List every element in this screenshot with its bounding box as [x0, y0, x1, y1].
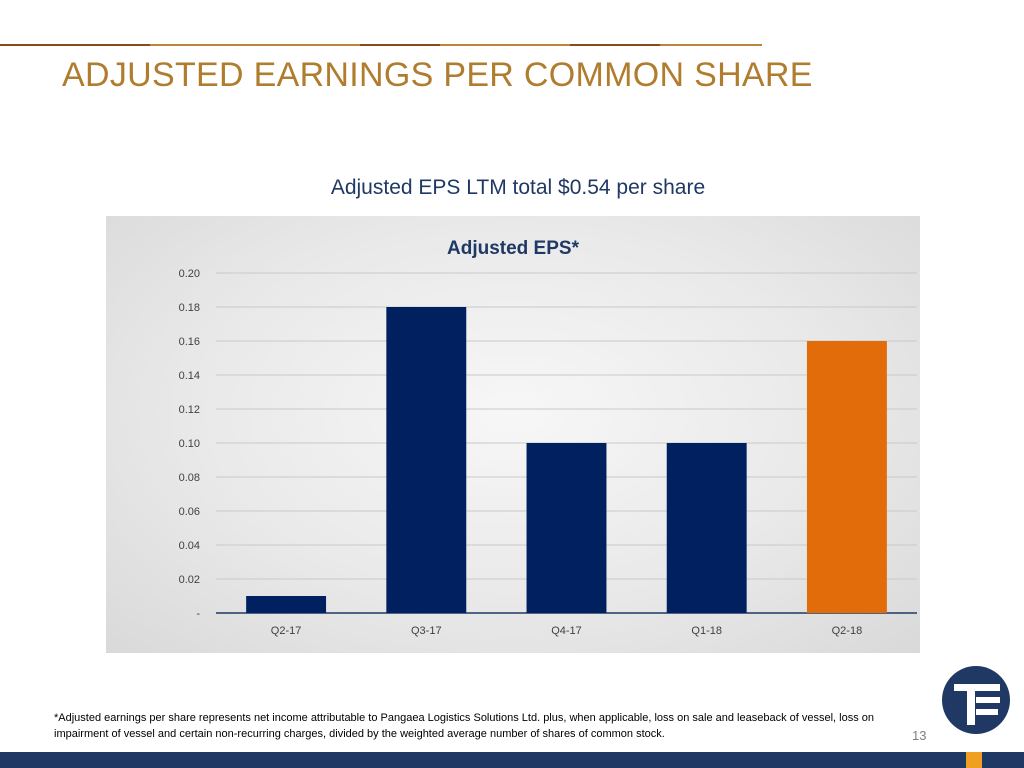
chart-title: Adjusted EPS* — [447, 238, 580, 259]
y-tick-label: 0.08 — [179, 472, 200, 484]
y-tick-label: 0.20 — [179, 268, 200, 280]
y-tick-label: 0.02 — [179, 574, 200, 586]
y-tick-label: 0.18 — [179, 302, 200, 314]
title-rule-segment — [150, 44, 360, 46]
bar — [806, 341, 887, 613]
y-tick-label: 0.12 — [179, 404, 200, 416]
adjusted-eps-chart: Adjusted EPS* - 0.02 0.04 0.06 0.08 0.10 0.12 0.… — [179, 238, 917, 637]
footnote: *Adjusted earnings per share represents … — [54, 712, 874, 740]
logo-bar-bottom — [976, 709, 998, 715]
title-rule-segment — [570, 44, 660, 46]
y-tick-label: 0.10 — [179, 438, 200, 450]
bar — [666, 443, 747, 613]
x-tick-label: Q4-17 — [551, 625, 582, 637]
y-tick-label: 0.04 — [179, 540, 200, 552]
logo-bar-top — [954, 684, 1000, 691]
x-tick-label: Q3-17 — [411, 625, 442, 637]
x-tick-label: Q2-17 — [271, 625, 302, 637]
chart-panel: Adjusted EPS* - 0.02 0.04 0.06 0.08 0.10 0.12 0.… — [106, 216, 920, 653]
page-title: ADJUSTED EARNINGS PER COMMON SHARE — [62, 56, 813, 94]
y-tick-label: 0.14 — [179, 370, 200, 382]
title-rule — [0, 44, 762, 46]
pangaea-logo-icon — [940, 664, 1012, 736]
page-number: 13 — [912, 728, 927, 743]
x-tick-label: Q2-18 — [832, 625, 863, 637]
y-tick-label: 0.06 — [179, 506, 200, 518]
logo-stem — [967, 691, 975, 725]
bar — [246, 596, 327, 613]
bar — [526, 443, 607, 613]
title-rule-segment — [660, 44, 762, 46]
bar — [386, 307, 467, 613]
title-rule-segment — [360, 44, 440, 46]
y-tick-label: 0.16 — [179, 336, 200, 348]
footer-accent — [966, 752, 982, 768]
chart-subtitle: Adjusted EPS LTM total $0.54 per share — [330, 176, 706, 199]
footer-bar — [0, 752, 1024, 768]
x-tick-label: Q1-18 — [691, 625, 722, 637]
logo-bar-middle — [976, 697, 1000, 703]
y-tick-label: - — [196, 608, 200, 620]
title-rule-segment — [0, 44, 150, 46]
title-rule-segment — [440, 44, 570, 46]
